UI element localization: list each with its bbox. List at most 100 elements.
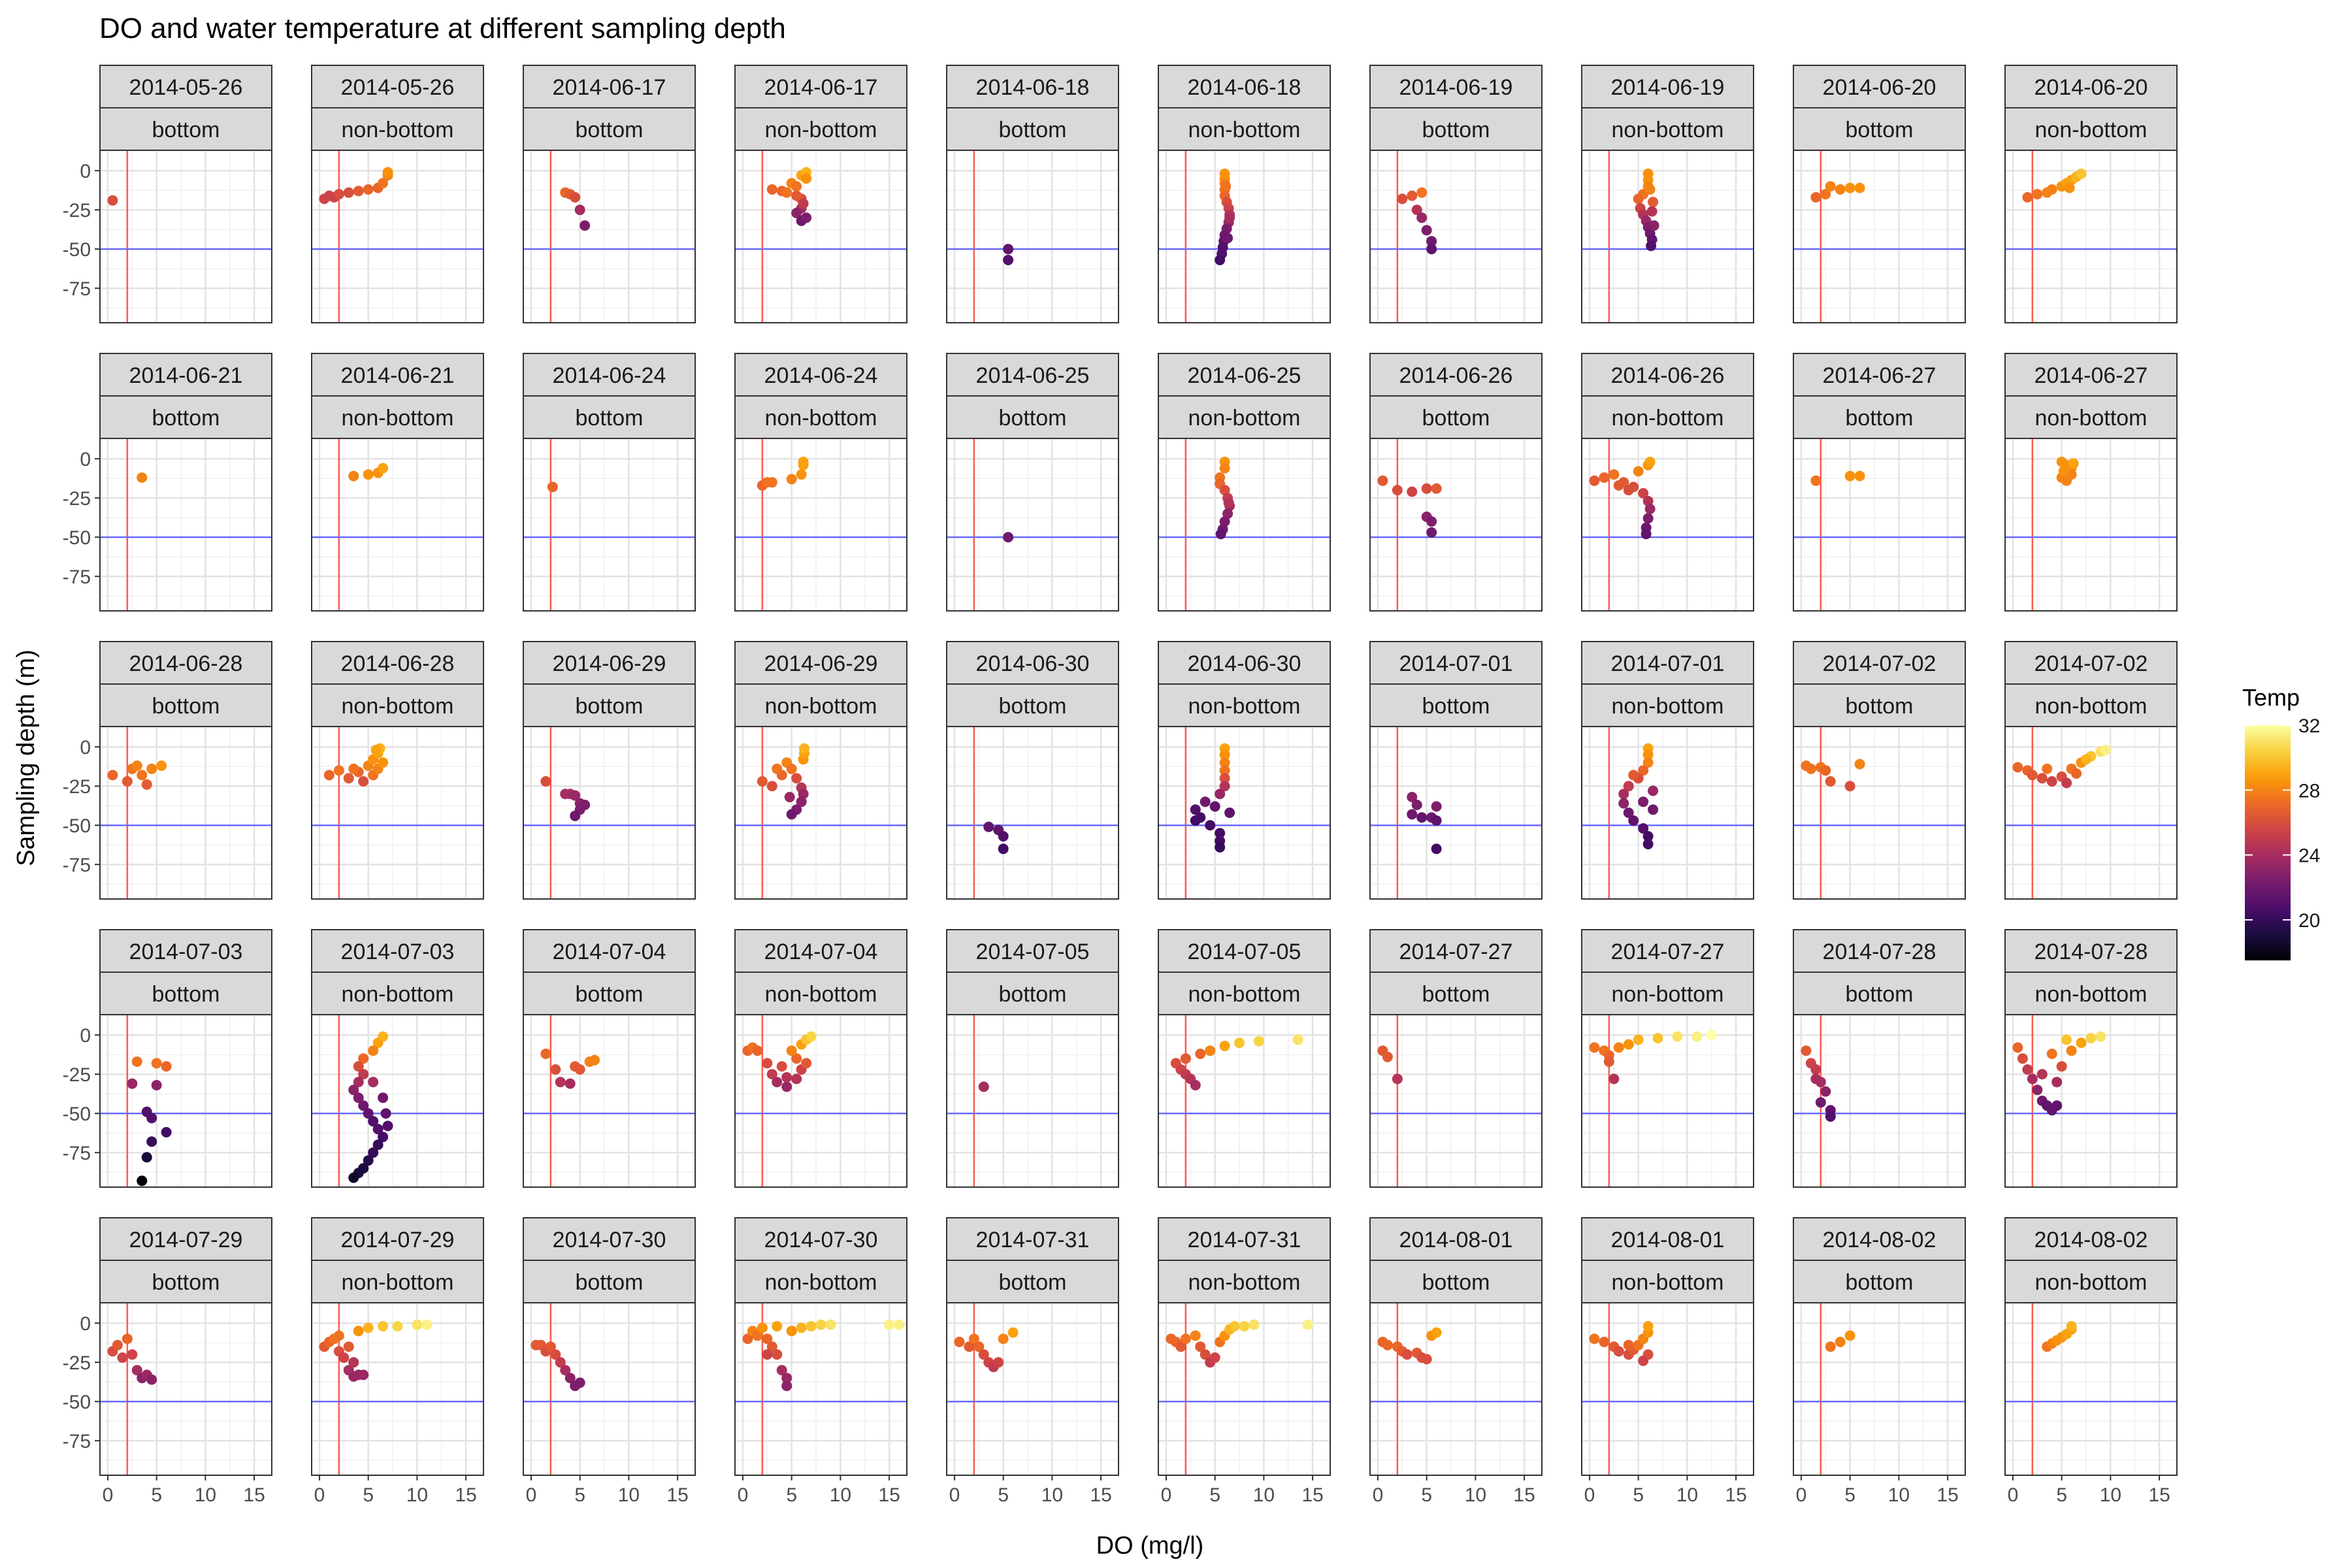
data-point [781, 1072, 792, 1083]
data-point [799, 743, 810, 754]
facet-panel: 2014-06-21 non-bottom [311, 353, 484, 612]
facet-panel: 2014-07-02 bottom [1793, 641, 1966, 900]
strip-date [311, 929, 484, 973]
colorbar-label: 24 [2298, 845, 2320, 867]
facet-panel: 2014-06-20 non-bottom [2004, 65, 2178, 323]
panel-border [734, 150, 907, 323]
facet-panel: 2014-07-27 non-bottom [1581, 929, 1754, 1188]
data-point [137, 472, 148, 483]
data-point [786, 809, 797, 820]
facet-panel: 2014-07-29 bottom 0 -25 -50 -75 0 5 10 15 [63, 1217, 272, 1506]
data-point [141, 1152, 152, 1163]
panel-border [734, 1014, 907, 1188]
data-point [363, 184, 374, 195]
data-point [570, 790, 581, 801]
strip-type [1158, 1260, 1331, 1303]
strip-date-label: 2014-05-26 [129, 75, 243, 100]
strip-type-label: bottom [1846, 694, 1914, 719]
data-point [1377, 475, 1388, 486]
data-point [1825, 1341, 1836, 1352]
data-point [1190, 804, 1201, 815]
plot-area [100, 1303, 272, 1475]
strip-type [1369, 107, 1543, 151]
strip-date-label: 2014-07-28 [2034, 939, 2148, 964]
strip-type-label: bottom [999, 1270, 1067, 1295]
panel-border [734, 438, 907, 612]
panel-border [1158, 1014, 1331, 1188]
data-point [757, 776, 768, 787]
data-point [358, 1100, 369, 1111]
data-point [392, 1321, 403, 1331]
strip-type-label: non-bottom [1612, 118, 1724, 142]
strip-date-label: 2014-07-05 [976, 939, 1090, 964]
x-tick-label: 5 [1209, 1484, 1220, 1506]
data-point [333, 1330, 344, 1341]
data-point [1407, 190, 1418, 201]
plot-area [100, 150, 272, 323]
strip-date [946, 641, 1119, 685]
x-tick-label: 15 [878, 1484, 900, 1506]
data-point [1426, 244, 1437, 255]
data-point [1820, 189, 1831, 200]
strip-type-label: non-bottom [342, 118, 454, 142]
data-point [1638, 765, 1649, 776]
plot-area [947, 438, 1119, 611]
data-point [127, 1349, 138, 1360]
panel-border [1793, 726, 1966, 900]
data-point [786, 763, 797, 774]
x-tick-label: 10 [1465, 1484, 1486, 1506]
data-point [380, 1108, 391, 1119]
x-tick-label: 10 [2100, 1484, 2121, 1506]
facet-panel: 2014-08-01 bottom 0 5 10 15 [1369, 1217, 1543, 1506]
data-point [564, 1078, 576, 1089]
panel-border [1369, 150, 1543, 323]
data-point [1844, 182, 1855, 193]
data-point [1253, 1036, 1264, 1047]
data-point [378, 1321, 389, 1331]
strip-type-label: non-bottom [2035, 694, 2148, 719]
data-point [574, 1064, 585, 1075]
plot-area [1793, 438, 1965, 611]
y-tick-label: -75 [63, 278, 91, 300]
data-point [1638, 823, 1649, 834]
strip-type-label: non-bottom [1188, 982, 1301, 1007]
data-point [368, 1045, 379, 1056]
data-point [358, 776, 369, 787]
data-point [1426, 236, 1437, 247]
data-point [343, 187, 354, 198]
panel-border [311, 1302, 484, 1476]
data-point [998, 831, 1009, 841]
data-point [564, 1373, 576, 1384]
strip-date [734, 929, 907, 973]
data-point [1219, 463, 1230, 474]
data-point [1854, 759, 1865, 770]
data-point [368, 1147, 379, 1158]
data-point [798, 457, 809, 467]
data-point [1810, 192, 1821, 203]
x-tick-label: 15 [2148, 1484, 2170, 1506]
strip-type-label: bottom [999, 406, 1067, 431]
plot-area [523, 1303, 695, 1475]
strip-date-label: 2014-07-03 [129, 939, 243, 964]
strip-type-label: non-bottom [765, 1270, 877, 1295]
data-point [378, 178, 389, 189]
data-point [1180, 1053, 1191, 1064]
data-point [127, 1078, 138, 1089]
strip-date-label: 2014-06-27 [1823, 363, 1936, 388]
data-point [1642, 839, 1654, 849]
data-point [1215, 529, 1226, 540]
strip-type-label: bottom [1422, 406, 1490, 431]
data-point [791, 1053, 802, 1064]
data-point [107, 770, 118, 781]
data-point [107, 195, 118, 206]
strip-date-label: 2014-07-04 [553, 939, 666, 964]
strip-type-label: non-bottom [2035, 1270, 2148, 1295]
x-tick-label: 5 [1844, 1484, 1855, 1506]
strip-type [1158, 107, 1331, 151]
strip-date-label: 2014-06-25 [1188, 363, 1301, 388]
data-point [353, 186, 364, 197]
plot-area [1582, 150, 1754, 323]
data-point [540, 1049, 551, 1059]
data-point [1820, 1086, 1831, 1097]
data-point [2066, 1045, 2077, 1056]
